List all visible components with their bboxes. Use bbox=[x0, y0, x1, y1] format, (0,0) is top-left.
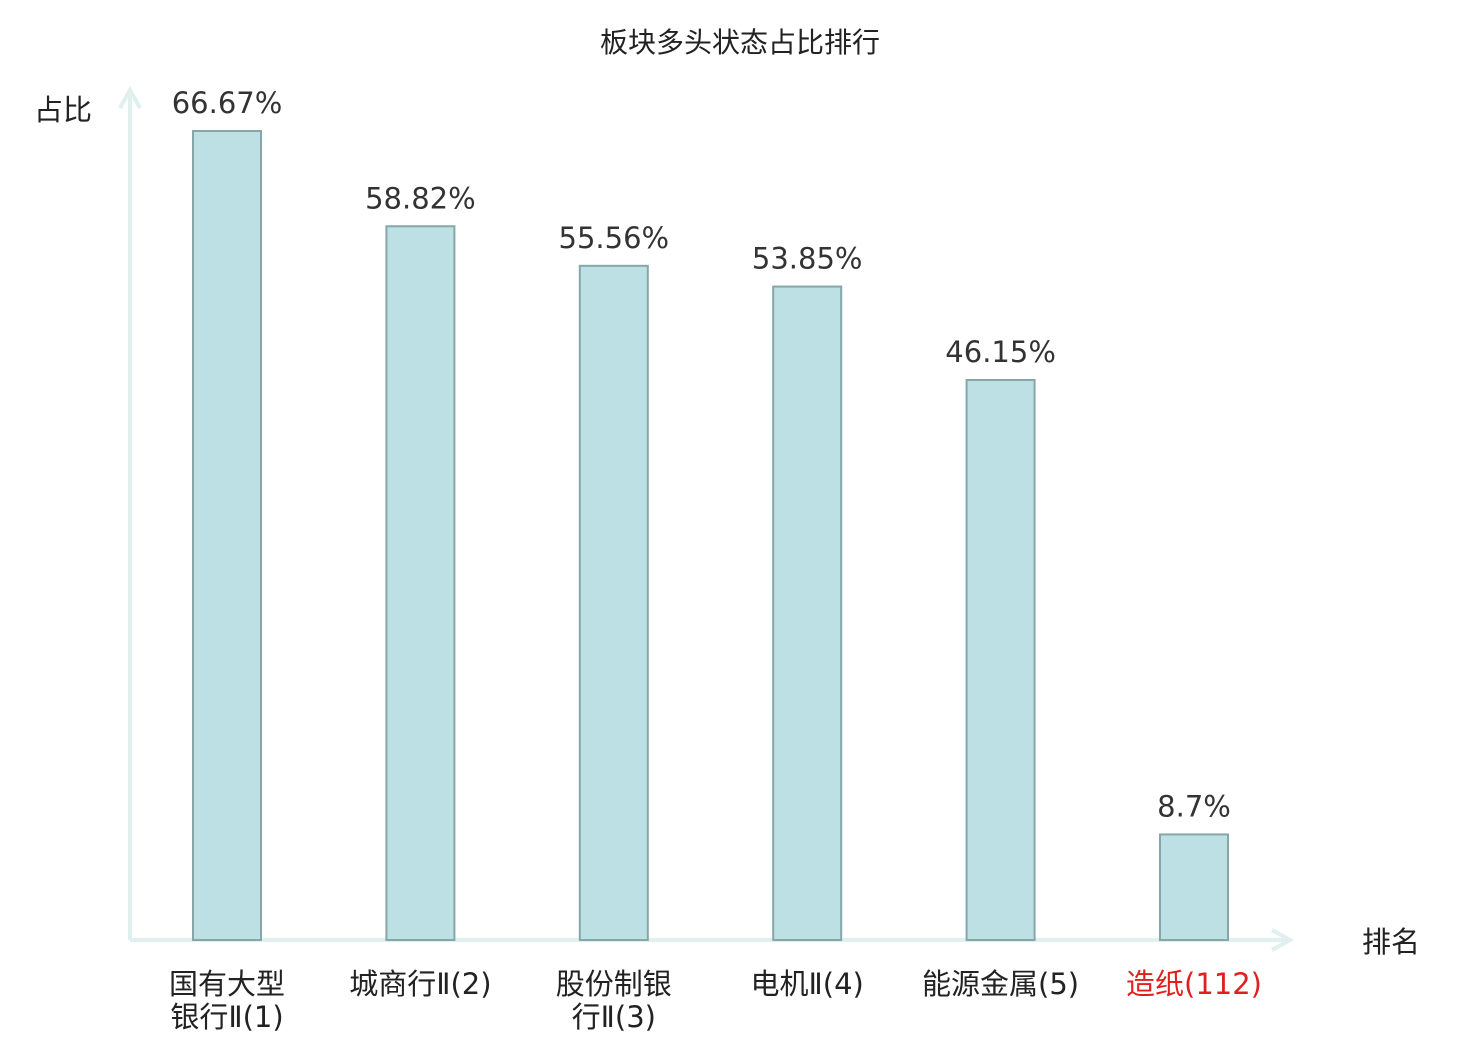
y-axis-label: 占比 bbox=[34, 93, 92, 127]
bar-5 bbox=[965, 378, 1036, 941]
category-label-line: 电机Ⅱ(4) bbox=[751, 967, 864, 1001]
bar-2 bbox=[385, 225, 456, 941]
category-label-line: 造纸(112) bbox=[1126, 967, 1262, 1001]
chart-title: 板块多头状态占比排行 bbox=[600, 26, 880, 59]
category-label-3: 股份制银行Ⅱ(3) bbox=[556, 967, 672, 1034]
x-axis-label: 排名 bbox=[1362, 925, 1420, 959]
x-axis-arrow bbox=[1271, 928, 1295, 952]
category-label-line: 股份制银 bbox=[556, 967, 672, 1001]
value-labels-group: 66.67% 58.82% 55.56% 53.85% 46.15% 8.7% bbox=[172, 86, 1231, 823]
category-label-line: 行Ⅱ(3) bbox=[572, 1000, 656, 1034]
category-label-1: 国有大型银行Ⅱ(1) bbox=[169, 967, 285, 1034]
value-label-6: 8.7% bbox=[1157, 789, 1231, 823]
category-label-5: 能源金属(5) bbox=[922, 967, 1079, 1001]
category-label-line: 银行Ⅱ(1) bbox=[170, 1000, 283, 1034]
bars-group bbox=[192, 130, 1229, 942]
value-label-3: 55.56% bbox=[559, 221, 670, 255]
category-label-6: 造纸(112) bbox=[1126, 967, 1262, 1001]
value-label-5: 46.15% bbox=[945, 335, 1056, 369]
category-label-line: 能源金属(5) bbox=[922, 967, 1079, 1001]
bar-1 bbox=[192, 130, 262, 941]
category-label-4: 电机Ⅱ(4) bbox=[751, 967, 864, 1001]
value-label-4: 53.85% bbox=[752, 242, 863, 276]
bar-3 bbox=[578, 264, 649, 941]
y-axis-arrow bbox=[118, 85, 142, 109]
category-labels-group: 国有大型银行Ⅱ(1) 城商行Ⅱ(2) 股份制银行Ⅱ(3) 电机Ⅱ(4) 能源金属(5) 造… bbox=[169, 967, 1262, 1034]
category-label-line: 城商行Ⅱ(2) bbox=[349, 967, 491, 1001]
value-label-2: 58.82% bbox=[365, 181, 476, 215]
axes bbox=[118, 85, 1295, 952]
bar-6 bbox=[1159, 833, 1229, 942]
value-label-1: 66.67% bbox=[172, 86, 283, 120]
bar-4 bbox=[772, 285, 843, 941]
category-label-line: 国有大型 bbox=[169, 967, 285, 1001]
category-label-2: 城商行Ⅱ(2) bbox=[349, 967, 491, 1001]
